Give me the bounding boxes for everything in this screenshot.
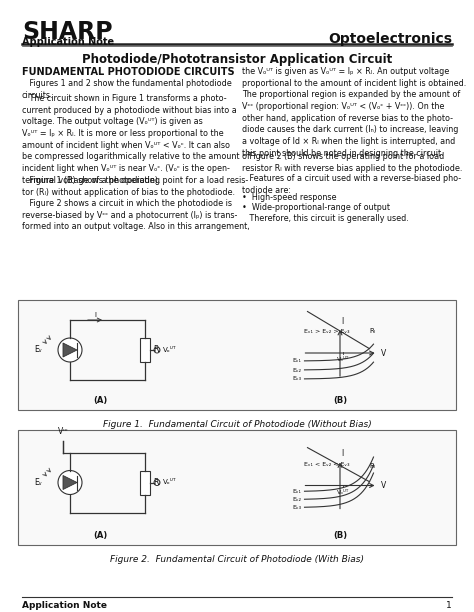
Text: FUNDAMENTAL PHOTODIODE CIRCUITS: FUNDAMENTAL PHOTODIODE CIRCUITS bbox=[22, 67, 235, 77]
Text: •  Wide-proportional-range of output: • Wide-proportional-range of output bbox=[242, 203, 390, 212]
Text: V: V bbox=[381, 481, 386, 490]
Text: Figures 1 and 2 show the fundamental photodiode
circuits.: Figures 1 and 2 show the fundamental pho… bbox=[22, 79, 232, 100]
Text: Eᵥ₁: Eᵥ₁ bbox=[292, 359, 301, 364]
Circle shape bbox=[154, 479, 160, 485]
Text: I: I bbox=[341, 317, 343, 326]
Text: Vₒᵁᵀ: Vₒᵁᵀ bbox=[163, 479, 176, 485]
Text: (B): (B) bbox=[333, 396, 347, 405]
Bar bbox=[18, 430, 456, 545]
Text: Eᵥ₁ > Eᵥ₂ > Eᵥ₃: Eᵥ₁ > Eᵥ₂ > Eᵥ₃ bbox=[304, 329, 350, 334]
Text: (B): (B) bbox=[333, 531, 347, 540]
Circle shape bbox=[58, 338, 82, 362]
Text: Application Note: Application Note bbox=[22, 37, 114, 47]
Text: Vₒᵁᵀ: Vₒᵁᵀ bbox=[337, 357, 349, 362]
Text: Application Note: Application Note bbox=[22, 601, 107, 610]
Text: Eᵥ₂: Eᵥ₂ bbox=[292, 367, 301, 373]
Text: Figure 2 shows a circuit in which the photodiode is
reverse-biased by Vᶜᶜ and a : Figure 2 shows a circuit in which the ph… bbox=[22, 199, 250, 231]
Text: Therefore, this circuit is generally used.: Therefore, this circuit is generally use… bbox=[242, 214, 409, 223]
Text: Vₒᵁᵀ: Vₒᵁᵀ bbox=[337, 490, 349, 494]
Text: V: V bbox=[381, 348, 386, 357]
Text: Eᵥ₃: Eᵥ₃ bbox=[292, 505, 301, 510]
Text: Figure 1 (B) shows the operating point for a load resis-
tor (Rₗ) without applic: Figure 1 (B) shows the operating point f… bbox=[22, 176, 248, 196]
Text: Eᵥ₂: Eᵥ₂ bbox=[292, 497, 301, 502]
Text: Eᵥ: Eᵥ bbox=[34, 346, 42, 354]
Text: Eᵥ: Eᵥ bbox=[34, 478, 42, 487]
Text: Figure 2.  Fundamental Circuit of Photodiode (With Bias): Figure 2. Fundamental Circuit of Photodi… bbox=[110, 555, 364, 564]
Polygon shape bbox=[63, 343, 77, 357]
Text: Features of a circuit used with a reverse-biased pho-
todiode are:: Features of a circuit used with a revers… bbox=[242, 174, 461, 195]
Bar bbox=[18, 300, 456, 410]
Text: Vₒᵁᵀ: Vₒᵁᵀ bbox=[163, 347, 176, 353]
Text: Eᵥ₁: Eᵥ₁ bbox=[292, 489, 301, 494]
Text: Eᵥ₁ < Eᵥ₂ < Eᵥ₃: Eᵥ₁ < Eᵥ₂ < Eᵥ₃ bbox=[304, 461, 350, 466]
Text: Rₗ: Rₗ bbox=[370, 463, 375, 469]
Text: I: I bbox=[94, 312, 96, 318]
Text: Rₗ: Rₗ bbox=[153, 346, 160, 354]
Text: •  High-speed response: • High-speed response bbox=[242, 193, 337, 202]
Text: I: I bbox=[341, 449, 343, 458]
Bar bbox=[140, 338, 150, 362]
Text: Rₗ: Rₗ bbox=[370, 328, 375, 334]
Text: (A): (A) bbox=[93, 396, 107, 405]
Text: the Vₒᵁᵀ is given as Vₒᵁᵀ = Iₚ × Rₗ. An output voltage
proportional to the amoun: the Vₒᵁᵀ is given as Vₒᵁᵀ = Iₚ × Rₗ. An … bbox=[242, 67, 466, 158]
Circle shape bbox=[58, 471, 82, 494]
Text: Vᶜᶜ: Vᶜᶜ bbox=[58, 428, 68, 436]
Text: 1: 1 bbox=[446, 601, 452, 610]
Text: Photodiode/Phototransistor Application Circuit: Photodiode/Phototransistor Application C… bbox=[82, 53, 392, 66]
Text: Rₗ: Rₗ bbox=[153, 478, 160, 487]
Text: Eᵥ₃: Eᵥ₃ bbox=[292, 376, 301, 381]
Circle shape bbox=[154, 347, 160, 353]
Polygon shape bbox=[63, 476, 77, 490]
Text: Figure 2 (B) shows the operating point for a load
resistor Rₗ with reverse bias : Figure 2 (B) shows the operating point f… bbox=[242, 152, 462, 173]
Text: The circuit shown in Figure 1 transforms a photo-
current produced by a photodio: The circuit shown in Figure 1 transforms… bbox=[22, 94, 250, 185]
Text: Optoelectronics: Optoelectronics bbox=[328, 32, 452, 46]
Text: (A): (A) bbox=[93, 531, 107, 540]
Text: SHARP: SHARP bbox=[22, 20, 113, 44]
Bar bbox=[140, 471, 150, 494]
Text: Figure 1.  Fundamental Circuit of Photodiode (Without Bias): Figure 1. Fundamental Circuit of Photodi… bbox=[103, 420, 371, 429]
